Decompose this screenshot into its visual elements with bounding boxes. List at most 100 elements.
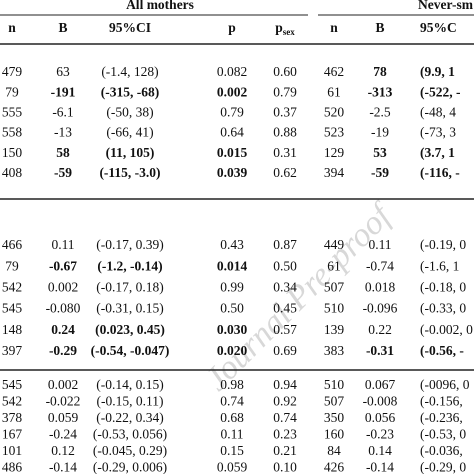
cell: -0.74 [366,258,394,273]
column-header: n [330,20,338,35]
cell: -0.23 [366,427,394,442]
column-header: 95%CI [109,20,151,35]
cell: -313 [368,84,393,99]
cell: -59 [371,165,389,180]
cell: (-0.18, 0 [420,279,466,294]
cell: 61 [327,258,341,273]
cell: 0.79 [273,84,297,99]
cell: 0.87 [273,237,297,252]
cell: 0.62 [273,165,297,180]
cell: 0.018 [365,279,396,294]
cell: 0.50 [273,258,297,273]
cell: 426 [324,460,345,474]
cell: -0.31 [366,343,394,358]
cell: 0.43 [220,237,244,252]
column-header: psex [275,20,295,37]
cell: -0.008 [363,394,398,409]
cell: 0.68 [220,410,244,425]
cell: (0.023, 0.45) [95,322,165,337]
cell: (-115, -3.0) [99,165,160,180]
cell: 486 [2,460,23,474]
cell: 0.98 [220,377,244,392]
cell: 507 [324,279,345,294]
cell: -0.096 [363,301,398,316]
cell: (-1.4, 128) [101,64,158,79]
cell: 0.067 [365,377,396,392]
cell: 53 [373,145,387,160]
cell: (-0.14, 0.15) [96,377,164,392]
cell: 0.74 [273,410,297,425]
cell: (-0.17, 0.18) [96,279,164,294]
cell: 0.11 [51,237,74,252]
cell: 0.039 [217,165,248,180]
cell: 129 [324,145,345,160]
cell: 0.79 [220,104,244,119]
group-header: All mothers [126,0,194,12]
cell: 408 [2,165,23,180]
cell: (-66, 41) [106,125,153,140]
cell: 0.12 [51,443,75,458]
cell: 0.88 [273,125,297,140]
column-header: n [8,20,16,35]
cell: 558 [2,125,23,140]
cell: 507 [324,394,345,409]
watermark: Journal Pre-proof [198,195,401,398]
cell: 378 [2,410,23,425]
cell: 0.020 [217,343,248,358]
cell: -13 [54,125,72,140]
cell: (-0.15, 0.11) [97,394,164,409]
cell: (-73, 3 [420,125,456,140]
cell: 0.92 [273,394,297,409]
cell: 0.059 [48,410,79,425]
cell: 0.059 [217,460,248,474]
cell: 545 [2,301,23,316]
cell: 78 [373,64,387,79]
cell: 0.030 [217,322,248,337]
cell: (-50, 38) [106,104,153,119]
cell: 167 [2,427,23,442]
cell: 160 [324,427,345,442]
cell: 0.45 [273,301,297,316]
cell: 542 [2,279,22,294]
cell: (-522, - [420,84,461,99]
cell: (-0.045, 0.29) [93,443,167,458]
cell: 397 [2,343,23,358]
column-header: B [58,20,67,35]
cell: (9.9, 1 [420,64,455,79]
cell: 449 [324,237,345,252]
cell: 101 [2,443,22,458]
cell: 148 [2,322,23,337]
cell: (-116, - [420,165,460,180]
cell: 0.57 [273,322,297,337]
cell: 0.74 [220,394,244,409]
cell: 0.37 [273,104,297,119]
cell: 63 [56,64,70,79]
cell: 520 [324,104,345,119]
column-header: B [375,20,384,35]
cell: 0.23 [273,427,297,442]
column-header: 95%C [420,20,457,35]
column-header: p [228,20,236,35]
header-subscript: sex [283,27,295,37]
cell: 0.94 [273,377,297,392]
cell: 510 [324,301,345,316]
cell: 510 [324,377,345,392]
cell: (-1.2, -0.14) [97,258,162,273]
cell: 0.21 [273,443,297,458]
cell: -2.5 [369,104,391,119]
cell: (11, 105) [106,145,155,160]
cell: -0.24 [49,427,77,442]
cell: (-0.29, 0 [420,460,466,474]
cell: 0.99 [220,279,244,294]
cell: -0.14 [366,460,394,474]
cell: -19 [371,125,389,140]
cell: 350 [324,410,345,425]
cell: (-0.036, [420,443,463,458]
cell: 0.056 [365,410,396,425]
cell: (-1.6, 1 [420,258,459,273]
cell: -0.67 [49,258,77,273]
cell: -0.022 [46,394,81,409]
cell: (-0096, 0 [420,377,470,392]
cell: 0.22 [368,322,392,337]
